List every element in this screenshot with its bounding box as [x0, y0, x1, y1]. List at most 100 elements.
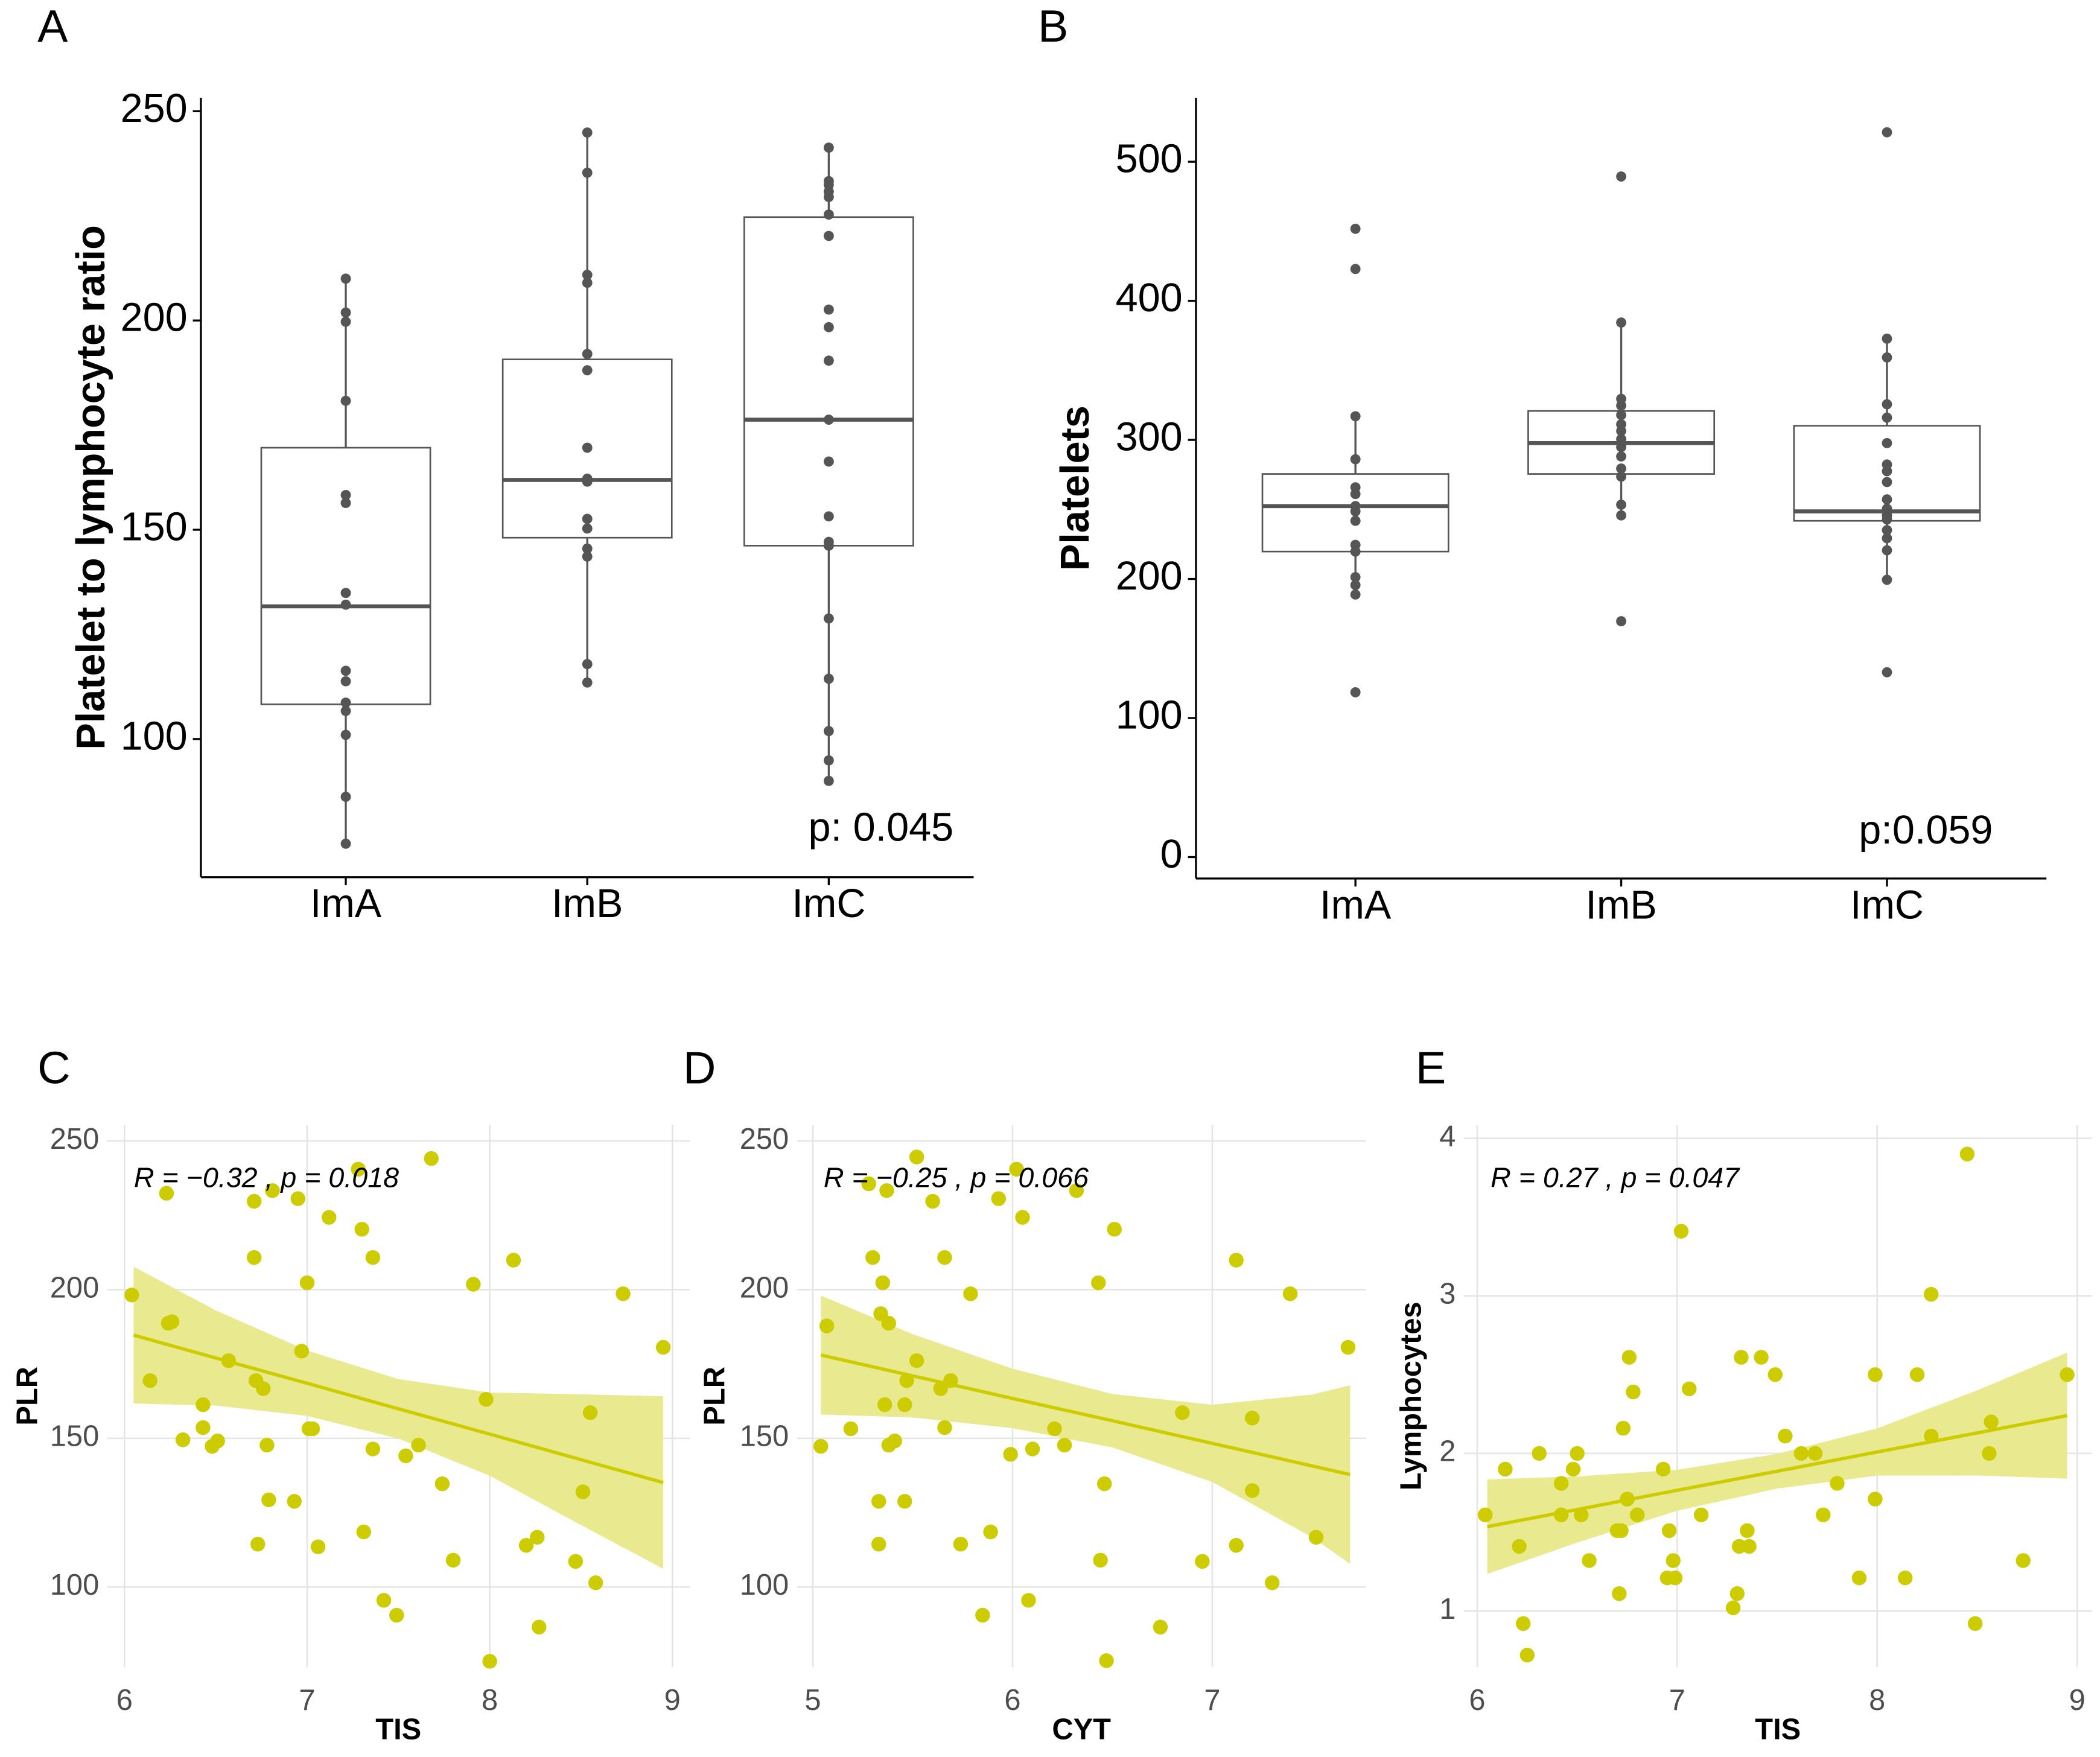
- point: [1882, 466, 1892, 477]
- point: [1015, 1210, 1030, 1225]
- point: [1778, 1428, 1793, 1444]
- point: [1616, 510, 1627, 521]
- point: [1629, 1507, 1645, 1522]
- point: [1616, 463, 1627, 474]
- point: [299, 1275, 315, 1291]
- panel-label: D: [683, 1043, 716, 1093]
- y-tick-label: 3: [1439, 1278, 1456, 1311]
- point: [1616, 317, 1627, 328]
- point: [411, 1437, 426, 1453]
- annotation: R = −0.32 , p = 0.018: [134, 1162, 399, 1193]
- x-tick-label: ImB: [552, 882, 623, 926]
- point: [1350, 506, 1361, 516]
- point: [340, 588, 351, 599]
- point: [1229, 1253, 1244, 1268]
- x-axis-label: CYT: [1052, 1714, 1111, 1746]
- y-tick-label: 200: [1116, 554, 1183, 599]
- point: [1742, 1539, 1757, 1554]
- x-tick-label: 8: [1869, 1684, 1885, 1717]
- point: [1616, 410, 1627, 421]
- point: [261, 1492, 276, 1507]
- point: [1350, 580, 1361, 591]
- panel-label: C: [37, 1043, 70, 1093]
- point: [340, 498, 351, 509]
- point: [1868, 1492, 1883, 1507]
- point: [340, 676, 351, 687]
- point: [823, 209, 834, 220]
- y-tick-label: 150: [121, 505, 188, 550]
- point: [1553, 1476, 1569, 1491]
- point: [1478, 1507, 1493, 1522]
- point: [1153, 1619, 1168, 1635]
- x-tick-label: 7: [1669, 1684, 1685, 1717]
- annotation: p:0.059: [1859, 808, 1993, 853]
- point: [221, 1353, 237, 1368]
- point: [871, 1536, 886, 1552]
- point: [1519, 1647, 1535, 1663]
- point: [340, 838, 351, 849]
- point: [1553, 1507, 1569, 1522]
- point: [1616, 442, 1627, 453]
- point: [925, 1193, 940, 1209]
- point: [1616, 500, 1627, 510]
- point: [582, 543, 593, 554]
- point: [943, 1373, 958, 1388]
- x-tick-label: 9: [2069, 1684, 2086, 1717]
- y-axis-label: Lymphocytes: [1395, 1301, 1427, 1490]
- x-tick-label: ImA: [1320, 883, 1392, 927]
- point: [1350, 572, 1361, 582]
- point: [881, 1315, 896, 1331]
- point: [376, 1593, 392, 1608]
- point: [532, 1619, 547, 1635]
- y-tick-label: 100: [740, 1569, 789, 1601]
- point: [897, 1494, 912, 1509]
- point: [1882, 494, 1892, 505]
- point: [616, 1286, 631, 1301]
- point: [813, 1438, 829, 1454]
- point: [1967, 1616, 1983, 1632]
- point: [937, 1420, 952, 1435]
- point: [843, 1421, 859, 1437]
- y-tick-label: 400: [1116, 276, 1183, 320]
- point: [340, 705, 351, 716]
- point: [340, 697, 351, 708]
- point: [1175, 1405, 1190, 1420]
- point: [356, 1524, 371, 1540]
- point: [582, 551, 593, 562]
- x-tick-label: ImB: [1585, 883, 1656, 927]
- x-tick-label: 5: [804, 1684, 821, 1717]
- point: [1882, 412, 1892, 423]
- point: [1512, 1539, 1527, 1554]
- point: [518, 1537, 534, 1553]
- point: [582, 1405, 598, 1420]
- panel-label: B: [1038, 1, 1068, 51]
- point: [398, 1448, 413, 1464]
- point: [1574, 1507, 1589, 1522]
- point: [953, 1536, 969, 1552]
- point: [1616, 425, 1627, 436]
- point: [1882, 437, 1892, 448]
- point: [1667, 1570, 1683, 1586]
- y-tick-label: 1: [1439, 1593, 1456, 1625]
- point: [897, 1397, 912, 1412]
- x-tick-label: 8: [482, 1684, 498, 1717]
- point: [1003, 1447, 1018, 1462]
- point: [1666, 1553, 1681, 1568]
- point: [568, 1554, 584, 1569]
- point: [582, 127, 593, 138]
- point: [445, 1552, 461, 1568]
- y-tick-label: 4: [1439, 1120, 1456, 1152]
- point: [354, 1222, 369, 1237]
- point: [1725, 1600, 1741, 1615]
- point: [310, 1539, 326, 1554]
- point: [142, 1373, 158, 1388]
- point: [1924, 1286, 1939, 1302]
- point: [1882, 525, 1892, 536]
- point: [250, 1536, 266, 1552]
- point: [823, 415, 834, 425]
- point: [575, 1484, 591, 1499]
- point: [322, 1210, 337, 1225]
- x-axis-label: TIS: [1755, 1714, 1801, 1746]
- point: [582, 278, 593, 288]
- point: [588, 1575, 603, 1590]
